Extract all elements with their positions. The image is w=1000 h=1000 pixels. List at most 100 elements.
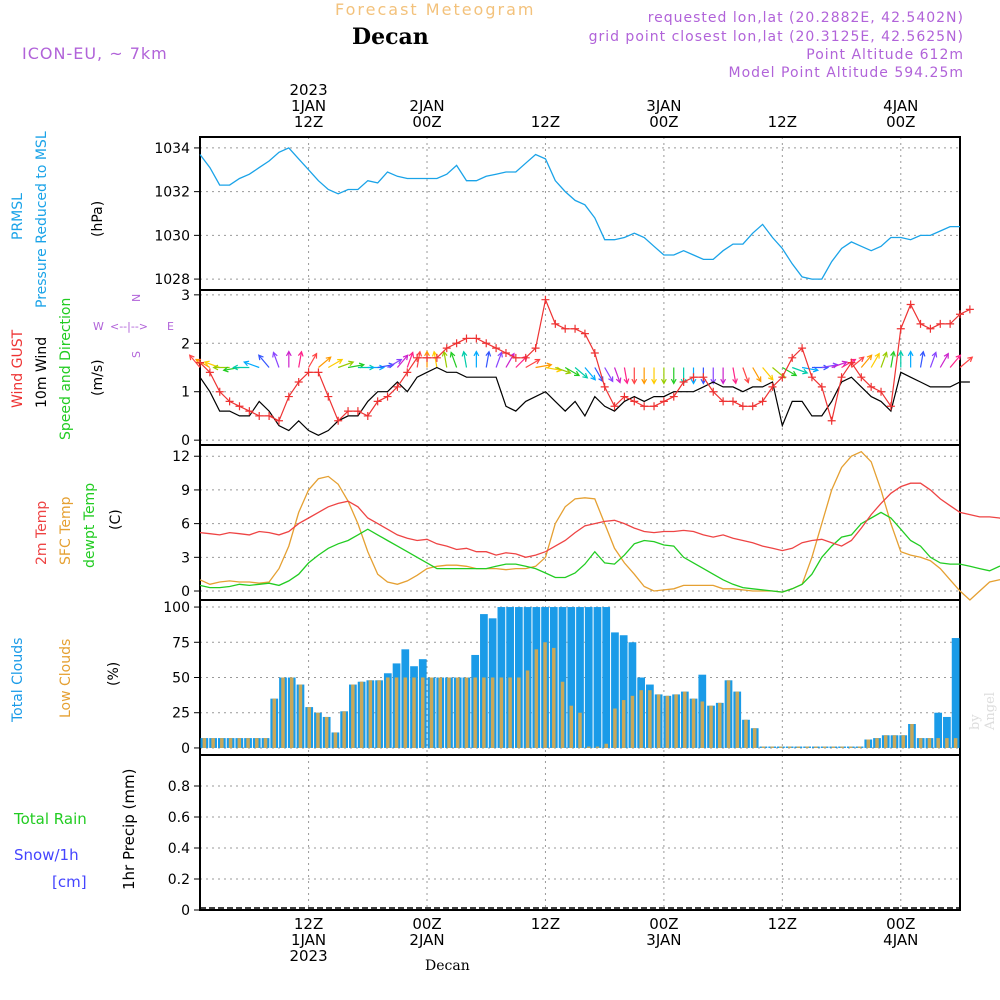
low-cloud-bar [394,677,399,748]
wind-arrow-head [424,350,430,357]
wind-arrow-head [791,370,798,377]
wind-arrow-head [907,350,914,357]
wind-gust-marker [314,368,323,377]
wind-direction-arrow [535,364,552,369]
wind-gust-marker [600,382,609,391]
low-cloud-bar [211,738,215,748]
time-axis-label: 3JAN 00Z [624,98,704,130]
low-cloud-bar [447,677,451,748]
wind-arrow-head [546,362,553,369]
wind-gust-marker [334,416,343,425]
wind-direction-arrow [308,353,318,368]
wind-arrow-head [396,358,403,365]
wind-arrow-head [243,360,250,367]
wind-arrow-head [866,354,873,361]
wind-arrow-head [670,378,677,385]
low-cloud-bar [604,743,608,748]
wind-direction-arrow [443,351,448,368]
low-cloud-bar [281,677,285,748]
wind-arrow-head [285,350,292,357]
wind-arrow-head [408,351,415,358]
low-cloud-bar [884,735,888,748]
wind-gust-marker [699,373,708,382]
wind-gust-marker [640,402,649,411]
wind-direction-arrow [949,354,961,368]
wind-gust-marker [719,397,728,406]
wind-arrow-head [297,350,304,357]
wind-arrow-head [823,364,830,371]
wind-gust-marker [728,397,737,406]
time-axis-label: 12Z [742,916,822,932]
wind-gust-marker [798,344,807,353]
wind-gust-marker [857,373,866,382]
wind-gust-marker [294,378,303,387]
low-cloud-bar [403,677,408,748]
wind-gust-marker [472,334,481,343]
wind-arrow-head [882,351,888,358]
low-cloud-bar [316,712,320,748]
wind-arrow-head [812,366,820,373]
time-axis-label: 00Z 3JAN [624,916,704,948]
low-cloud-bar [333,732,338,748]
model-point-altitude: Model Point Altitude 594.25m [728,65,964,81]
wind-direction-arrow [485,351,490,368]
wind-direction-arrow [801,366,818,371]
low-cloud-bar [490,677,495,748]
wind-arrow-head [919,350,926,357]
wind-direction-arrow [821,364,838,369]
low-cloud-bar [953,738,958,748]
wind-gust-marker [393,382,402,391]
wind-direction-arrow [204,361,220,369]
y-tick-label: 6 [181,517,190,533]
low-cloud-bar [377,680,381,748]
total-cloud-bar [934,712,943,748]
time-axis-line: 1JAN [290,97,327,115]
wind-arrow-head [660,378,667,385]
low-cloud-bar [586,746,591,748]
wind-10m-line [199,366,970,436]
wind-arrow-head [441,350,448,357]
y-tick-label: 12 [172,449,190,465]
time-axis-line: 12Z [293,113,324,131]
low-cloud-bar [770,746,774,748]
wind-gust-marker [245,407,254,416]
wind-arrow-head [473,350,480,357]
wind-direction-arrow [782,366,797,377]
time-axis-label: 2023 1JAN 12Z [269,82,349,130]
wind-direction-arrow [594,367,604,382]
precip-snow-unit: [cm] [52,873,87,891]
time-axis-label: 12Z [742,114,822,130]
time-axis-line: 2023 [289,81,328,99]
low-cloud-bar [936,738,940,748]
wind-arrow-head [379,364,386,371]
wind-gust-marker [867,382,876,391]
wind-direction-arrow [890,351,895,368]
low-cloud-bar [438,677,442,748]
low-cloud-bar [534,649,539,748]
requested-coords: requested lon,lat (20.2882E, 42.5402N) [647,10,964,26]
wind-gust-marker [689,373,698,382]
wind-gust-marker [383,392,392,401]
panel-frame [199,754,961,911]
low-cloud-bar [805,746,809,748]
wind-gust-marker [659,397,668,406]
time-axis-label: 12Z 1JAN 2023 [269,916,349,964]
wind-gust-marker [748,402,757,411]
low-cloud-bar [246,738,250,748]
wind-gust-marker [255,411,264,420]
low-cloud-bar [639,690,643,748]
low-cloud-bar [875,738,879,748]
low-cloud-bar [744,719,748,748]
wind-arrow-head [212,364,219,371]
low-cloud-bar [307,707,311,748]
wind-gust-marker [886,402,895,411]
low-cloud-bar [263,738,268,748]
wind-gust-marker [531,344,540,353]
time-axis-line: 12Z [293,915,324,933]
low-cloud-bar [822,746,827,748]
y-tick-label: 50 [172,671,190,687]
low-cloud-bar [368,680,373,748]
low-cloud-bar [412,677,416,748]
wind-gust-marker [403,368,412,377]
wind-gust-marker [324,392,333,401]
